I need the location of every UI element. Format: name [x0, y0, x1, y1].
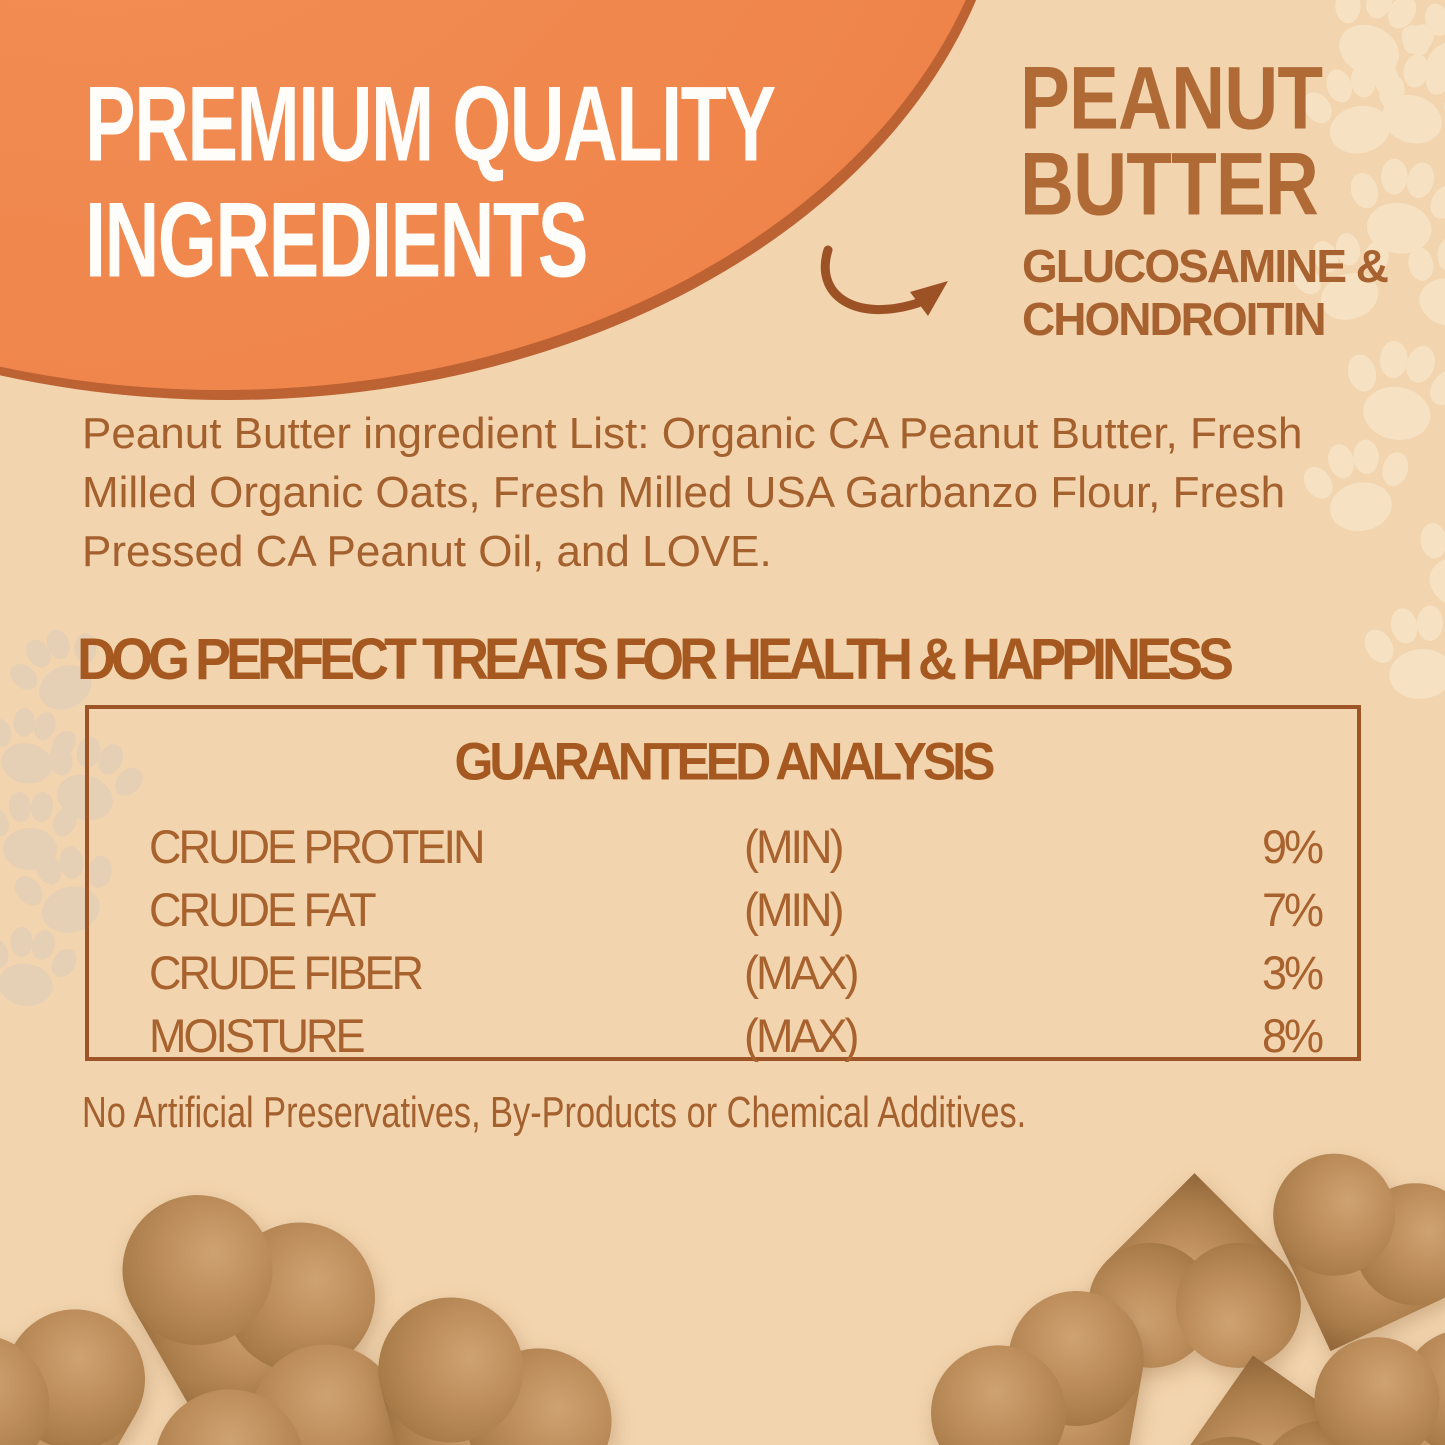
row-label: CRUDE FAT	[149, 881, 377, 936]
row-label: CRUDE PROTEIN	[149, 818, 486, 873]
guaranteed-analysis-box: GUARANTEED ANALYSIS CRUDE PROTEIN (MIN) …	[85, 705, 1361, 1062]
heart-shaped-treat-image	[1278, 1188, 1442, 1352]
row-value: 3%	[1261, 944, 1324, 999]
treat-shape	[203, 1393, 397, 1445]
row-value: 9%	[1261, 818, 1324, 873]
paw-print-icon	[0, 912, 84, 1025]
product-subtitle-line1: GLUCOSAMINE &	[1022, 240, 1389, 292]
guaranteed-analysis-title: GUARANTEED ANALYSIS	[454, 732, 995, 791]
badge-title-line1: PREMIUM QUALITY	[85, 65, 776, 184]
heart-shaped-treat-image	[1106, 1173, 1283, 1350]
row-value: 7%	[1261, 881, 1324, 936]
paw-print-icon	[1354, 589, 1445, 719]
row-qualifier: (MAX)	[744, 944, 860, 999]
heart-shaped-treat-image	[986, 1346, 1143, 1445]
heart-shaped-treat-image	[1336, 1351, 1445, 1445]
row-value: 8%	[1261, 1007, 1324, 1062]
table-row: CRUDE PROTEIN (MIN) 9%	[149, 813, 1324, 880]
product-title-line2: BUTTER	[1020, 134, 1319, 235]
product-title: PEANUT BUTTER	[1020, 48, 1323, 235]
product-title-line1: PEANUT	[1020, 48, 1323, 149]
product-subtitle: GLUCOSAMINE & CHONDROITIN	[1022, 240, 1389, 346]
table-row: MOISTURE (MAX) 8%	[149, 1002, 1324, 1069]
badge-title-line2: INGREDIENTS	[85, 181, 588, 300]
tagline: DOG PERFECT TREATS FOR HEALTH & HAPPINES…	[77, 627, 1234, 692]
curved-arrow-icon	[820, 245, 948, 316]
ingredient-list: Peanut Butter ingredient List: Organic C…	[82, 409, 1303, 576]
heart-shaped-treat-image	[203, 1393, 397, 1445]
heart-shaped-treat-image	[380, 1350, 559, 1445]
treat-shape	[986, 1346, 1143, 1445]
row-label: CRUDE FIBER	[149, 944, 424, 999]
treat-shape	[1278, 1188, 1442, 1352]
treat-shape	[380, 1350, 559, 1445]
table-row: CRUDE FIBER (MAX) 3%	[149, 939, 1324, 1006]
treat-shape	[1336, 1351, 1445, 1445]
row-label: MOISTURE	[149, 1007, 366, 1062]
row-qualifier: (MIN)	[744, 818, 844, 873]
footnote: No Artificial Preservatives, By-Products…	[82, 1088, 1027, 1137]
table-row: CRUDE FAT (MIN) 7%	[149, 876, 1324, 943]
heart-shaped-treat-image	[0, 1344, 136, 1445]
guaranteed-analysis-table: CRUDE PROTEIN (MIN) 9% CRUDE FAT (MIN) 7…	[149, 813, 1324, 1069]
row-qualifier: (MAX)	[744, 1007, 860, 1062]
row-qualifier: (MIN)	[744, 881, 844, 936]
treat-shape	[0, 1344, 136, 1445]
product-subtitle-line2: CHONDROITIN	[1022, 293, 1327, 345]
